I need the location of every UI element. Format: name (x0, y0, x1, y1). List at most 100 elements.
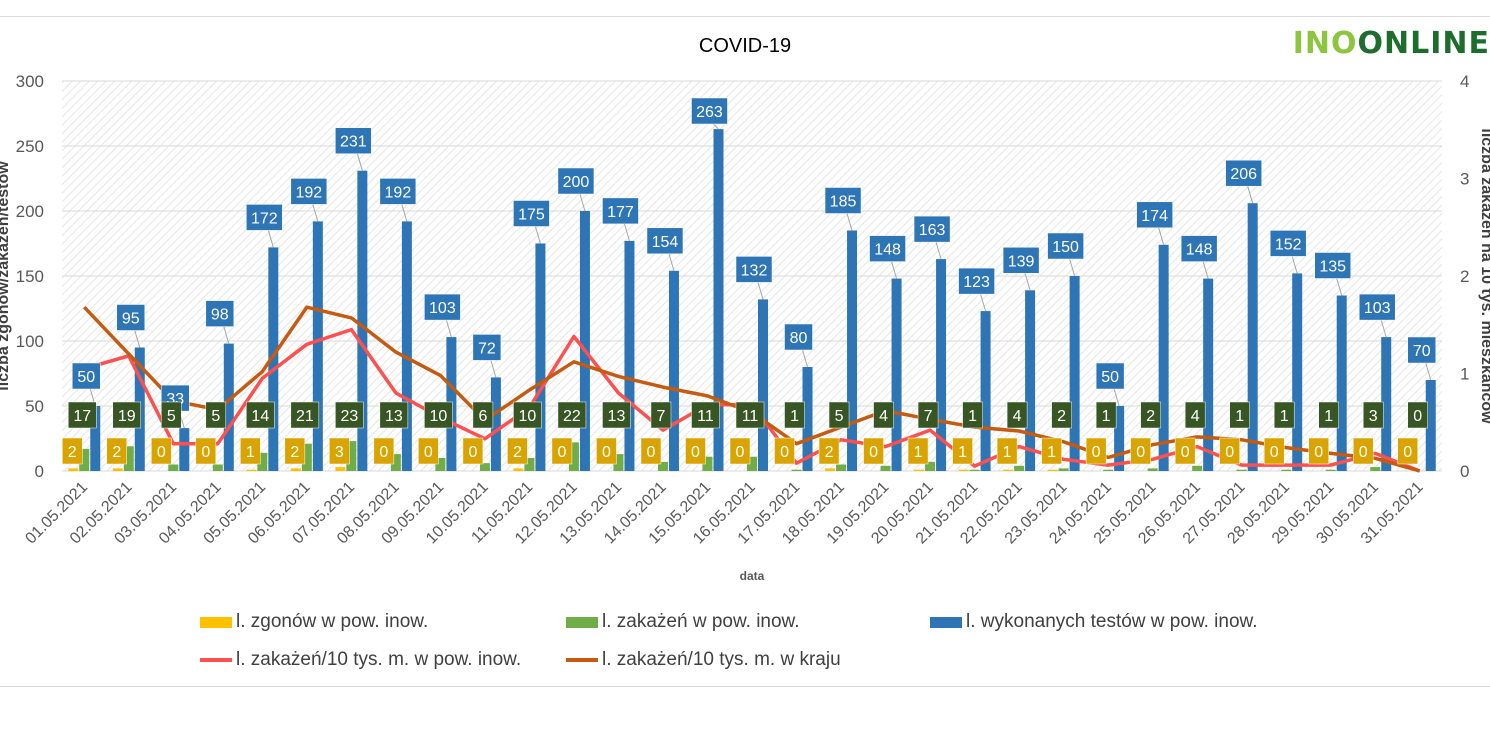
bar-tests (1425, 380, 1436, 471)
data-label-tests: 50 (1101, 369, 1119, 386)
data-label-infections-bg (828, 401, 850, 429)
legend-item-tests: l. wykonanych testów w pow. inow. (930, 611, 1257, 633)
data-label-deaths: 0 (1270, 444, 1279, 461)
bar-tests (713, 129, 724, 471)
data-label-infections-bg (602, 401, 631, 429)
bar-tests (802, 367, 813, 471)
bar-deaths (513, 468, 524, 471)
bar-infections (702, 456, 713, 471)
bar-tests (1292, 273, 1303, 471)
data-label-deaths: 2 (68, 444, 77, 461)
data-label-deaths-bg (596, 437, 617, 465)
y2-tick-label: 2 (1460, 267, 1469, 286)
data-label-tests: 132 (741, 262, 768, 279)
data-label-deaths-bg (240, 437, 261, 465)
data-label-deaths: 0 (1314, 444, 1323, 461)
y-tick-label: 50 (25, 397, 44, 416)
data-label-infections: 7 (924, 408, 933, 425)
bar-infections (791, 469, 802, 471)
data-label-tests-bg (335, 127, 372, 154)
data-label-tests: 139 (1008, 253, 1035, 270)
data-label-deaths-bg (863, 437, 884, 465)
data-label-infections-bg (784, 401, 805, 429)
legend-item-infections: l. zakażeń w pow. inow. (566, 611, 800, 633)
bar-infections (168, 464, 179, 471)
data-label-deaths: 0 (1359, 444, 1368, 461)
data-label-tests-bg (72, 362, 101, 390)
bar-infections (79, 448, 90, 471)
leader-line (134, 330, 141, 348)
data-label-tests: 50 (77, 369, 95, 386)
data-label-deaths-bg (1397, 437, 1418, 465)
bar-infections (479, 463, 490, 471)
data-label-tests: 123 (963, 274, 990, 291)
legend-label-deaths: l. zgonów w pow. inow. (236, 611, 429, 632)
top-border (0, 16, 1490, 17)
data-label-tests: 174 (1141, 208, 1168, 225)
data-label-tests: 103 (429, 300, 456, 317)
data-label-infections: 23 (340, 408, 358, 425)
bar-deaths (1003, 469, 1014, 471)
bar-infections (969, 469, 980, 471)
data-label-deaths-bg (1263, 437, 1285, 465)
bar-deaths (68, 468, 79, 471)
bar-tests (980, 311, 991, 471)
legend-label-tests: l. wykonanych testów w pow. inow. (966, 611, 1258, 632)
data-label-deaths: 0 (647, 444, 656, 461)
bar-tests (1203, 278, 1214, 471)
data-label-infections-bg (1095, 401, 1117, 429)
data-label-infections-bg (472, 401, 494, 429)
bar-deaths (246, 469, 257, 471)
leader-line (534, 226, 541, 244)
data-label-tests-bg (691, 97, 728, 125)
legend-item-country-rate: l. zakażeń/10 tys. m. w kraju (566, 649, 841, 671)
bar-deaths (112, 468, 123, 471)
data-label-deaths-bg (774, 437, 795, 465)
x-axis-label: data (740, 569, 765, 583)
bar-infections (435, 458, 446, 471)
data-label-deaths: 2 (290, 444, 299, 461)
legend-line-country-rate (566, 658, 598, 662)
data-label-tests-bg (1358, 293, 1396, 321)
data-label-tests: 72 (478, 340, 496, 357)
bar-tests (312, 221, 323, 471)
leader-line (1425, 362, 1432, 381)
data-label-tests-bg (869, 235, 906, 262)
bar-deaths (825, 468, 836, 471)
data-label-infections: 11 (697, 408, 714, 425)
data-label-tests-bg (1314, 252, 1351, 279)
data-label-deaths: 0 (736, 444, 745, 461)
data-label-deaths: 0 (691, 444, 700, 461)
data-label-deaths-bg (1174, 437, 1196, 465)
data-label-infections: 21 (296, 408, 314, 425)
legend-line-local-rate (200, 658, 232, 662)
leader-line (1113, 388, 1120, 407)
data-label-deaths-bg (907, 437, 929, 465)
data-label-deaths-bg (952, 437, 973, 465)
bar-tests (223, 343, 234, 471)
data-label-infections: 10 (429, 408, 447, 425)
data-label-deaths: 1 (958, 444, 967, 461)
legend-swatch-tests (930, 616, 962, 628)
data-label-infections-bg (1273, 401, 1295, 429)
data-label-deaths-bg (507, 437, 528, 465)
data-label-deaths: 1 (246, 444, 255, 461)
data-label-infections: 13 (608, 408, 626, 425)
data-label-deaths-bg (195, 437, 217, 465)
data-label-deaths: 0 (379, 444, 388, 461)
bar-tests (1114, 406, 1125, 471)
data-label-deaths: 2 (112, 444, 121, 461)
bar-tests (936, 259, 947, 471)
data-label-tests: 70 (1413, 343, 1431, 360)
data-label-tests-bg (1180, 235, 1218, 262)
data-label-deaths: 3 (335, 444, 344, 461)
legend-swatch-deaths (200, 616, 232, 628)
y2-tick-label: 1 (1460, 365, 1469, 384)
data-label-tests: 150 (1052, 239, 1079, 256)
data-label-infections: 4 (1013, 408, 1022, 425)
leader-line (802, 349, 808, 368)
data-label-infections-bg (1407, 401, 1428, 429)
data-label-deaths-bg (1308, 437, 1329, 465)
data-label-deaths-bg (685, 437, 706, 465)
bar-infections (346, 441, 357, 471)
